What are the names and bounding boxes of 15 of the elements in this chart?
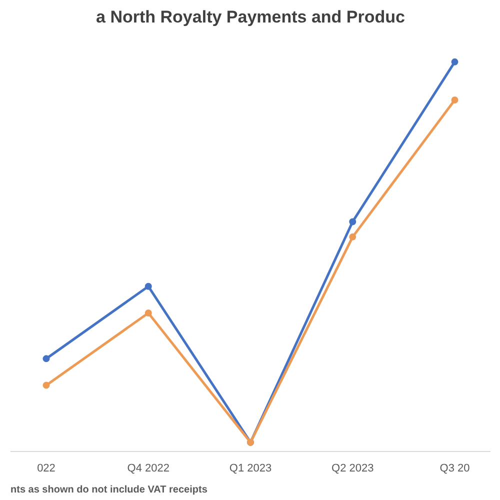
x-tick-label: Q1 2023 xyxy=(229,462,272,474)
text: nts as shown do not include VAT receipts xyxy=(10,484,208,496)
chart-title: a North Royalty Payments and Produc xyxy=(96,8,405,26)
point xyxy=(451,58,458,66)
x-tick-label: Q2 2023 xyxy=(332,462,374,474)
point xyxy=(349,218,356,226)
x-tick-label: 022 xyxy=(37,462,56,474)
point xyxy=(144,310,152,317)
point xyxy=(42,382,50,389)
point xyxy=(42,355,50,362)
x-tick-label: Q4 2022 xyxy=(127,462,170,474)
point xyxy=(451,96,458,104)
point xyxy=(349,233,356,240)
x-tick-label: Q3 20 xyxy=(440,462,470,474)
point xyxy=(144,282,152,290)
